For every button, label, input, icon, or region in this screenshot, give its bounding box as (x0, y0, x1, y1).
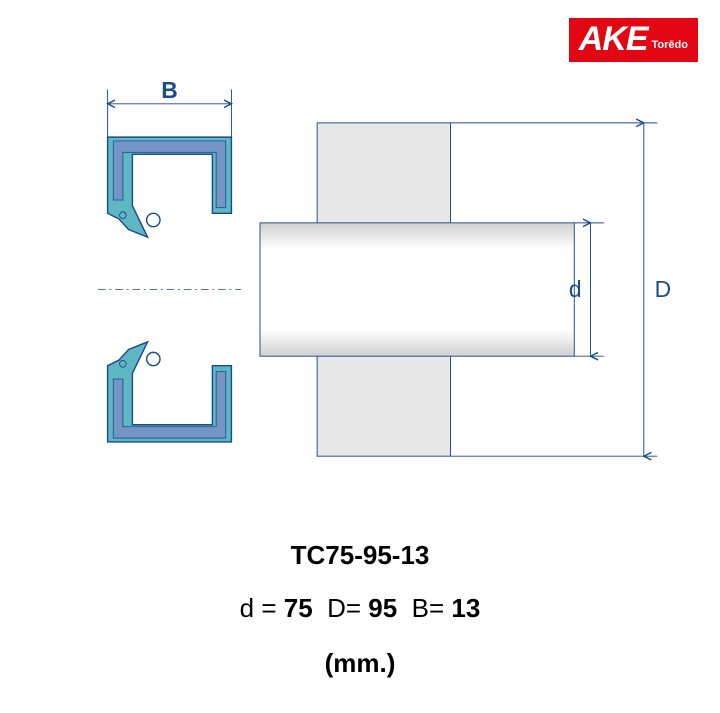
model-number: TC75-95-13 (0, 540, 720, 571)
specification-block: TC75-95-13 d = 75 D= 95 B= 13 (mm.) (0, 540, 720, 679)
brand-logo: AKE Torēdo (569, 18, 698, 62)
value-D: 95 (368, 593, 397, 623)
dimension-values: d = 75 D= 95 B= 13 (0, 593, 720, 624)
value-B: 13 (451, 593, 480, 623)
seal-cross-section (98, 137, 241, 442)
svg-text:B: B (161, 80, 178, 103)
logo-main-text: AKE (579, 22, 648, 56)
value-d: 75 (284, 593, 313, 623)
unit-label: (mm.) (0, 648, 720, 679)
seal-diagram: B d D (30, 80, 690, 480)
shaft-cylinder (260, 223, 574, 356)
dimension-B: B (108, 80, 232, 137)
svg-text:D: D (655, 276, 672, 302)
logo-sub-text: Torēdo (652, 39, 688, 51)
svg-text:d: d (569, 276, 582, 302)
